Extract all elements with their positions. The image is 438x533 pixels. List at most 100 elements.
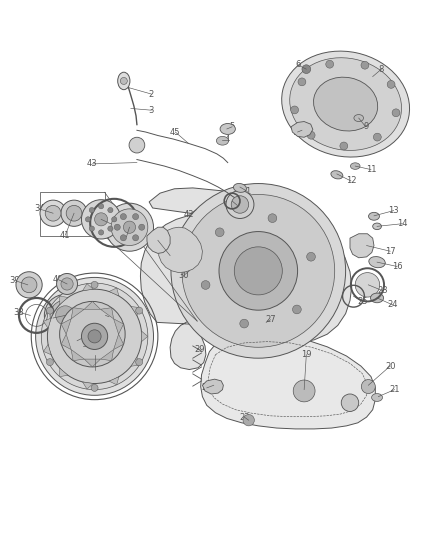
- Circle shape: [291, 106, 299, 114]
- Polygon shape: [202, 379, 223, 394]
- Ellipse shape: [368, 212, 379, 220]
- Text: 36: 36: [78, 342, 88, 351]
- Text: 30: 30: [179, 271, 189, 280]
- Circle shape: [136, 359, 143, 366]
- Text: 10: 10: [292, 127, 303, 136]
- Circle shape: [56, 306, 75, 325]
- Polygon shape: [131, 357, 139, 366]
- Circle shape: [88, 330, 101, 343]
- Text: 8: 8: [379, 64, 384, 74]
- Circle shape: [91, 384, 98, 391]
- Circle shape: [41, 283, 148, 390]
- Circle shape: [243, 415, 254, 426]
- Text: 14: 14: [397, 219, 408, 228]
- Text: 16: 16: [392, 262, 403, 271]
- Circle shape: [298, 78, 306, 86]
- Polygon shape: [113, 334, 124, 350]
- Circle shape: [111, 209, 148, 246]
- Circle shape: [374, 133, 381, 141]
- Circle shape: [136, 307, 143, 314]
- Ellipse shape: [233, 183, 247, 192]
- Ellipse shape: [220, 124, 235, 134]
- Ellipse shape: [354, 115, 364, 122]
- Text: 34: 34: [34, 204, 44, 213]
- Polygon shape: [350, 234, 374, 258]
- Text: 17: 17: [385, 247, 396, 256]
- Circle shape: [50, 300, 81, 330]
- Circle shape: [47, 289, 142, 384]
- Circle shape: [35, 277, 153, 395]
- Circle shape: [85, 217, 91, 222]
- Polygon shape: [201, 334, 375, 429]
- Text: 42: 42: [183, 211, 194, 220]
- Circle shape: [45, 205, 61, 221]
- Text: 25: 25: [357, 297, 367, 306]
- Circle shape: [81, 200, 121, 239]
- Polygon shape: [100, 308, 113, 319]
- Circle shape: [46, 307, 53, 314]
- Text: 41: 41: [72, 336, 82, 345]
- Polygon shape: [84, 359, 100, 367]
- Text: 44: 44: [100, 311, 111, 320]
- Circle shape: [57, 273, 78, 294]
- Circle shape: [326, 60, 334, 68]
- Ellipse shape: [282, 51, 410, 157]
- Text: 46: 46: [232, 201, 243, 210]
- Circle shape: [171, 183, 346, 358]
- Circle shape: [60, 302, 125, 367]
- Circle shape: [61, 200, 87, 227]
- Circle shape: [307, 252, 315, 261]
- Circle shape: [124, 221, 136, 233]
- Polygon shape: [147, 227, 170, 253]
- Text: 32: 32: [121, 232, 132, 241]
- Text: 37: 37: [48, 313, 58, 322]
- Circle shape: [40, 200, 66, 227]
- Ellipse shape: [373, 223, 381, 230]
- Circle shape: [21, 277, 37, 293]
- Ellipse shape: [371, 293, 384, 303]
- Ellipse shape: [216, 136, 229, 145]
- Circle shape: [302, 65, 311, 74]
- Circle shape: [219, 231, 297, 310]
- Text: 11: 11: [366, 165, 376, 174]
- Ellipse shape: [77, 340, 95, 352]
- Circle shape: [120, 77, 127, 84]
- Circle shape: [46, 359, 53, 366]
- Circle shape: [361, 61, 369, 69]
- Polygon shape: [60, 368, 68, 377]
- Circle shape: [361, 379, 375, 393]
- Text: 43: 43: [87, 159, 98, 168]
- Circle shape: [293, 380, 315, 402]
- Polygon shape: [141, 331, 148, 342]
- Text: 13: 13: [389, 206, 399, 215]
- Circle shape: [234, 247, 283, 295]
- Circle shape: [44, 294, 86, 336]
- Text: 41: 41: [60, 231, 71, 239]
- Ellipse shape: [350, 163, 360, 169]
- Text: 23: 23: [378, 286, 389, 295]
- Text: 26: 26: [201, 383, 212, 392]
- Text: 33: 33: [106, 219, 116, 228]
- Text: 20: 20: [385, 361, 396, 370]
- Circle shape: [95, 213, 108, 226]
- Text: 3: 3: [148, 106, 154, 115]
- Circle shape: [114, 224, 120, 230]
- Polygon shape: [61, 334, 71, 350]
- Circle shape: [307, 131, 315, 139]
- Text: 27: 27: [265, 315, 276, 324]
- Circle shape: [231, 196, 249, 213]
- Text: 31: 31: [165, 251, 175, 260]
- Text: 19: 19: [301, 350, 311, 359]
- Polygon shape: [141, 188, 352, 369]
- Circle shape: [129, 138, 145, 153]
- Text: 5: 5: [230, 122, 235, 131]
- Polygon shape: [61, 319, 71, 334]
- Ellipse shape: [369, 256, 385, 268]
- Polygon shape: [71, 308, 84, 319]
- Circle shape: [75, 326, 97, 348]
- Ellipse shape: [118, 72, 130, 90]
- Polygon shape: [60, 296, 68, 304]
- Circle shape: [392, 109, 400, 117]
- Ellipse shape: [290, 58, 402, 150]
- Text: 45: 45: [170, 127, 180, 136]
